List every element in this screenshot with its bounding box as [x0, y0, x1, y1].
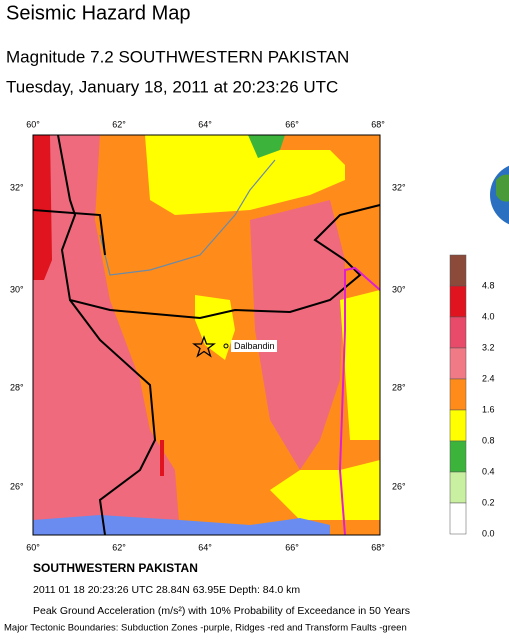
caption: Peak Ground Acceleration (m/s²) with 10%…	[33, 605, 410, 617]
legend-swatch	[449, 440, 467, 473]
lon-label: 64°	[198, 119, 212, 129]
globe	[490, 165, 509, 225]
datetime: Tuesday, January 18, 2011 at 20:23:26 UT…	[6, 77, 338, 96]
lon-label: 66°	[285, 542, 299, 552]
legend-label: 0.4	[482, 466, 495, 476]
legend-swatch	[449, 285, 467, 318]
border	[69, 299, 157, 536]
boundaries-note: Major Tectonic Boundaries: Subduction Zo…	[4, 623, 407, 634]
legend-swatch	[449, 316, 467, 349]
map-frame	[32, 134, 381, 536]
lat-label: 28°	[10, 382, 24, 392]
hazard-area	[248, 135, 285, 158]
graticule-labels: 60° 60° 62° 62° 64° 64° 66° 66° 68° 68° 32° 32° 30° 3…	[10, 119, 406, 552]
hazard-area	[145, 135, 345, 215]
label-box	[231, 340, 277, 352]
legend-swatch	[449, 347, 467, 380]
hazard-area	[270, 460, 380, 520]
legend-swatch	[449, 471, 467, 504]
epicenter	[192, 335, 216, 358]
legend-swatch	[449, 378, 467, 411]
legend-swatch	[449, 502, 467, 535]
lat-label: 28°	[392, 382, 406, 392]
lon-label: 62°	[112, 542, 126, 552]
legend-label: 0.2	[482, 497, 495, 507]
legend-label: 0.0	[482, 528, 495, 538]
legend-label: 1.6	[482, 404, 495, 414]
lon-label: 62°	[112, 119, 126, 129]
lon-label: 68°	[371, 119, 385, 129]
event-info: 2011 01 18 20:23:26 UTC 28.84N 63.95E De…	[33, 584, 300, 596]
border	[32, 209, 106, 256]
lon-label: 60°	[26, 119, 40, 129]
legend-swatch	[449, 409, 467, 442]
sea	[33, 515, 330, 535]
region: SOUTHWESTERN PAKISTAN	[33, 561, 198, 575]
lon-label: 68°	[371, 542, 385, 552]
legend-label: 4.0	[482, 311, 495, 321]
place-label: Dalbandin	[234, 341, 275, 351]
lat-label: 30°	[10, 284, 24, 294]
title: Seismic Hazard Map	[6, 2, 191, 24]
hazard-area	[340, 290, 380, 440]
lon-label: 64°	[198, 542, 212, 552]
plate-boundary	[338, 266, 381, 536]
lat-label: 30°	[392, 284, 406, 294]
map: Dalbandin	[32, 134, 381, 536]
river	[99, 159, 276, 276]
city-marker	[223, 343, 229, 349]
border	[57, 134, 381, 320]
legend-label: 3.2	[482, 342, 495, 352]
legend-label: 0.8	[482, 435, 495, 445]
lat-label: 32°	[392, 182, 406, 192]
legend: 4.8 4.0 3.2 2.4 1.6 0.8 0.4 0.2 0.0	[449, 254, 495, 538]
hazard-area	[33, 135, 52, 280]
subtitle: Magnitude 7.2 SOUTHWESTERN PAKISTAN	[6, 47, 349, 66]
legend-label: 4.8	[482, 280, 495, 290]
lon-label: 66°	[285, 119, 299, 129]
hazard-area	[160, 440, 164, 476]
lon-label: 60°	[26, 542, 40, 552]
lat-label: 26°	[392, 481, 406, 491]
legend-label: 2.4	[482, 373, 495, 383]
globe-land	[496, 174, 509, 202]
lat-label: 32°	[10, 182, 24, 192]
hazard-area	[250, 200, 345, 470]
legend-swatch	[449, 254, 467, 287]
lat-label: 26°	[10, 481, 24, 491]
